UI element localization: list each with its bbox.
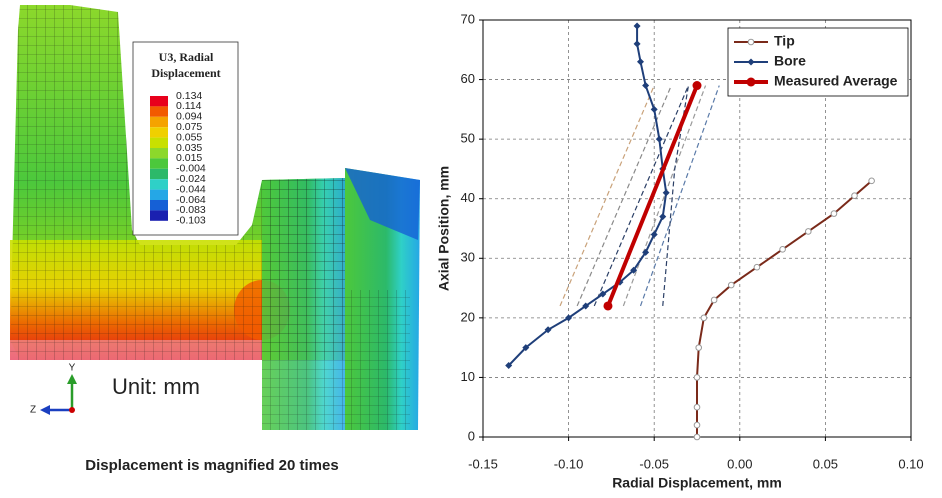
y-tick-label: 0 xyxy=(468,428,475,443)
dashed-line xyxy=(593,85,689,307)
axis-triad: Y Z xyxy=(30,363,77,416)
y-tick-label: 60 xyxy=(461,71,475,86)
point-marker xyxy=(642,82,650,90)
series-line xyxy=(696,180,873,437)
point-marker xyxy=(650,230,658,238)
x-axis-label: Radial Displacement, mm xyxy=(612,475,782,491)
point-marker xyxy=(710,296,718,304)
y-tick-label: 20 xyxy=(461,309,475,324)
legend-level: 0.134 xyxy=(176,90,202,102)
legend-swatch xyxy=(150,106,168,117)
point-marker xyxy=(695,344,703,351)
legend-swatch xyxy=(150,148,168,159)
point-marker xyxy=(633,40,641,48)
dashed-line xyxy=(576,85,672,307)
y-tick-label: 40 xyxy=(461,190,475,205)
legend-swatch xyxy=(150,168,168,180)
point-marker xyxy=(746,77,756,87)
triad-z: Z xyxy=(30,405,36,416)
point-marker xyxy=(693,433,701,441)
dashed-line xyxy=(639,85,720,307)
point-marker xyxy=(582,302,590,310)
x-tick-label: 0.10 xyxy=(898,456,923,471)
point-marker xyxy=(804,228,812,235)
legend-level: -0.103 xyxy=(176,215,206,227)
point-marker xyxy=(779,246,786,253)
legend-label: Tip xyxy=(774,33,795,49)
unit-note: Unit: mm xyxy=(112,374,200,399)
y-tick-label: 50 xyxy=(461,131,475,146)
legend-level: -0.083 xyxy=(176,204,206,216)
point-marker xyxy=(727,281,735,289)
point-marker xyxy=(692,81,702,91)
legend-swatch xyxy=(150,200,168,211)
legend-level: -0.064 xyxy=(176,194,206,206)
line-chart: 0 10 20 30 40 50 60 70 -0.15 -0.10 -0.05 0.00 0.05 0.… xyxy=(436,11,924,490)
point-marker xyxy=(650,105,658,113)
y-tick-label: 10 xyxy=(461,369,475,384)
x-tick-label: 0.05 xyxy=(813,456,838,471)
caption: Displacement is magnified 20 times xyxy=(85,457,338,474)
fea-model xyxy=(10,5,420,430)
y-tick-label: 70 xyxy=(461,11,475,26)
legend-label: Measured Average xyxy=(774,73,898,89)
point-marker xyxy=(642,248,650,256)
legend-swatch xyxy=(150,127,168,138)
y-tick-label: 30 xyxy=(461,250,475,265)
legend-label: Bore xyxy=(774,53,806,69)
point-marker xyxy=(747,38,755,46)
x-tick-label: 0.00 xyxy=(727,456,752,471)
legend-swatch xyxy=(150,210,168,221)
y-axis-label: Axial Position, mm xyxy=(436,166,452,291)
legend-level: 0.055 xyxy=(176,131,202,143)
legend-level: 0.075 xyxy=(176,121,202,133)
point-marker xyxy=(603,301,613,311)
point-marker xyxy=(693,421,701,429)
contour-legend: U3, RadialDisplacement0.1340.1140.0940.0… xyxy=(150,50,221,227)
point-marker xyxy=(693,403,701,411)
point-marker xyxy=(868,177,875,185)
legend-swatch xyxy=(150,179,168,190)
legend-title: U3, Radial xyxy=(159,50,214,64)
legend-swatch xyxy=(150,158,168,169)
dashed-line xyxy=(559,85,655,307)
series-line xyxy=(507,25,668,367)
point-marker xyxy=(544,326,552,334)
dashed-line xyxy=(622,85,707,307)
point-marker xyxy=(655,135,663,143)
x-tick-label: -0.10 xyxy=(554,456,584,471)
legend-level: -0.004 xyxy=(176,163,206,175)
point-marker xyxy=(522,344,530,352)
point-marker xyxy=(633,22,641,30)
point-marker xyxy=(565,314,573,322)
point-marker xyxy=(753,263,761,271)
point-marker xyxy=(662,189,670,197)
legend-level: -0.024 xyxy=(176,173,206,185)
legend-level: -0.044 xyxy=(176,183,206,195)
point-marker xyxy=(747,58,755,66)
legend-level: 0.094 xyxy=(176,111,202,123)
legend-swatch xyxy=(150,96,168,107)
point-marker xyxy=(693,374,701,381)
x-tick-label: -0.05 xyxy=(639,456,669,471)
point-marker xyxy=(637,58,645,66)
series-line xyxy=(606,84,699,307)
legend-swatch xyxy=(150,116,168,128)
legend-level: 0.114 xyxy=(176,100,202,112)
point-marker xyxy=(851,192,858,200)
legend-level: 0.015 xyxy=(176,152,202,164)
triad-y: Y xyxy=(69,363,76,374)
legend-swatch xyxy=(150,189,168,200)
point-marker xyxy=(505,362,513,370)
legend-swatch xyxy=(150,137,168,148)
point-marker xyxy=(630,266,638,274)
x-tick-label: -0.15 xyxy=(468,456,498,471)
point-marker xyxy=(830,210,838,217)
point-marker xyxy=(599,290,607,298)
legend-level: 0.035 xyxy=(176,142,202,154)
legend-title: Displacement xyxy=(151,66,220,80)
point-marker xyxy=(700,314,708,322)
point-marker xyxy=(659,213,667,221)
